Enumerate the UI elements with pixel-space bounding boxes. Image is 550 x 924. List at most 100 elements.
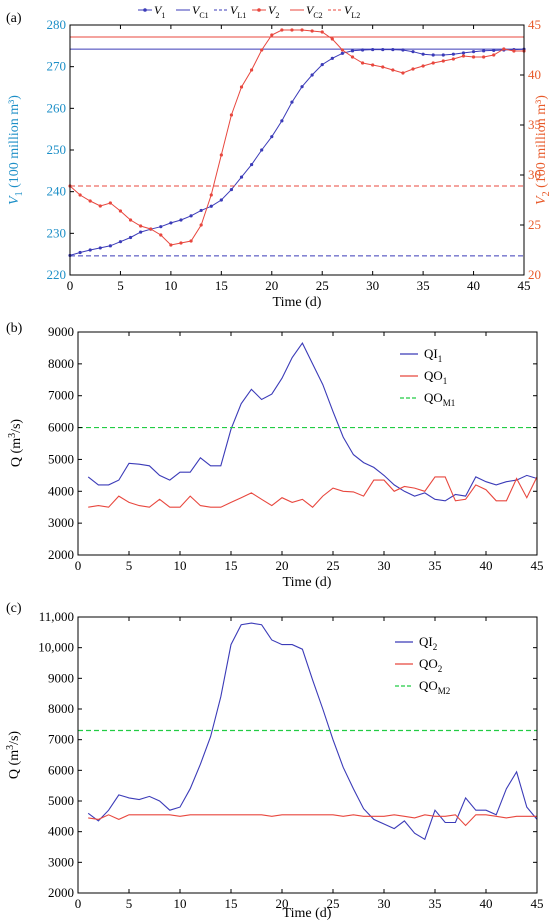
- series-v1-point: [169, 221, 173, 225]
- series-v2-point: [350, 55, 355, 59]
- y-tick-label: 9000: [48, 670, 74, 685]
- x-tick-label: 10: [164, 278, 177, 293]
- series-v1-point: [350, 49, 355, 53]
- series-v1-point: [320, 62, 324, 67]
- series-v2-point: [280, 28, 284, 32]
- legend-entry-vl1: VL1: [230, 3, 246, 20]
- series-v1-point: [139, 230, 143, 234]
- series-v1-point: [270, 135, 274, 139]
- y-right-tick-label: 30: [528, 167, 541, 182]
- legend-entry-qi2: QI2: [419, 634, 437, 652]
- x-tick-label: 40: [467, 278, 480, 293]
- panel-b-xlabel: Time (d): [283, 575, 332, 590]
- series-v1-point: [482, 49, 486, 53]
- x-tick-label: 45: [531, 558, 544, 573]
- x-tick-label: 30: [378, 896, 391, 911]
- x-tick-label: 40: [480, 558, 493, 573]
- x-tick-label: 45: [518, 278, 531, 293]
- x-tick-label: 10: [174, 558, 187, 573]
- y-tick-label: 6000: [48, 762, 74, 777]
- legend-entry-qo2: QO2: [419, 656, 442, 674]
- series-v1-point: [300, 85, 304, 89]
- series-v2-point: [199, 223, 203, 227]
- y-right-tick-label: 35: [528, 117, 541, 132]
- series-v2-point: [179, 241, 183, 245]
- series-v1-point: [209, 204, 213, 208]
- series-v1-point: [179, 218, 183, 222]
- y-tick-label: 8000: [48, 356, 74, 371]
- series-v2-point: [159, 233, 163, 237]
- series-v1-point: [260, 148, 264, 152]
- y-tick-label: 4000: [48, 824, 74, 839]
- panel-b-legend: QI1 QO1 QOM1: [400, 346, 455, 408]
- panel-c-frame: [77, 616, 538, 894]
- x-tick-label: 35: [429, 558, 442, 573]
- series-v2-point: [360, 61, 365, 65]
- legend-marker: [143, 8, 147, 12]
- series-v1-point: [239, 175, 244, 179]
- series-v2-point: [441, 59, 445, 63]
- y-tick-label: 2000: [48, 547, 74, 562]
- series-v2-point: [502, 47, 506, 51]
- series-v2-point: [371, 63, 375, 67]
- series-v1-point: [340, 51, 344, 55]
- series-v1-point: [290, 100, 294, 104]
- series-v1-point: [280, 119, 284, 123]
- x-tick-label: 30: [378, 558, 391, 573]
- panel-b-ylabel: Q (m3/s): [7, 419, 24, 468]
- series-v2-point: [381, 65, 385, 69]
- series-v2-point: [270, 33, 274, 37]
- panel-c-ylabel: Q (m3/s): [5, 731, 22, 780]
- series-v1-point: [250, 162, 254, 167]
- series-v2-point: [461, 54, 466, 58]
- panel-b: (b) 0 5 10 15 20 25 30 35 40 45 2000 3000 4000 5000 60…: [6, 321, 544, 590]
- panel-a-series: [68, 28, 526, 258]
- x-tick-label: 15: [225, 896, 238, 911]
- panel-a-label: (a): [6, 11, 22, 26]
- series-v2-point: [482, 55, 486, 59]
- panel-a-frame: [69, 24, 525, 276]
- panel-b-series: [78, 342, 538, 508]
- legend-entry-qi1: QI1: [424, 346, 442, 364]
- x-tick-label: 35: [429, 896, 442, 911]
- panel-c-legend: QI2 QO2 QOM2: [395, 634, 450, 696]
- series-v2-point: [492, 53, 496, 57]
- panel-c-series: [78, 622, 538, 841]
- legend-entry-vl2: VL2: [344, 3, 360, 20]
- series-v2-point: [330, 37, 334, 41]
- series-v1-point: [310, 73, 314, 77]
- y-right-tick-label: 45: [528, 17, 541, 32]
- y-left-tick-label: 240: [47, 184, 67, 199]
- series-v2-point: [290, 28, 294, 32]
- y-right-tick-label: 20: [528, 267, 541, 282]
- series-v2-point: [471, 55, 476, 59]
- series-v1-point: [229, 187, 234, 192]
- x-tick-label: 45: [531, 896, 544, 911]
- series-v2-point: [139, 224, 143, 228]
- y-tick-label: 3000: [48, 515, 74, 530]
- panel-a-ticks: 0 5 10 15 20 25 30 35 40 45 220 230 240 250 260 270 280 2…: [47, 17, 542, 293]
- legend-entry-v2: V2: [268, 3, 279, 20]
- y-tick-label: 4000: [48, 483, 74, 498]
- y-tick-label: 6000: [48, 420, 74, 435]
- series-v1-point: [441, 53, 445, 57]
- series-v1-point: [88, 248, 92, 252]
- y-tick-label: 7000: [48, 732, 74, 747]
- series-v2-point: [260, 48, 264, 52]
- series-v1-point: [461, 51, 466, 55]
- series-v2-point: [169, 243, 173, 247]
- series-v2-point: [118, 209, 123, 213]
- series-v2-point: [300, 28, 304, 32]
- y-tick-label: 2000: [48, 885, 74, 900]
- y-tick-label: 8000: [48, 701, 74, 716]
- legend-entry-qom1: QOM1: [424, 390, 455, 408]
- x-tick-label: 5: [117, 278, 124, 293]
- x-tick-label: 25: [327, 896, 340, 911]
- legend-entry-qo1: QO1: [424, 368, 447, 386]
- series-v2-point: [108, 201, 112, 205]
- y-left-tick-label: 230: [47, 225, 67, 240]
- series-v1-point: [219, 198, 223, 202]
- y-left-tick-label: 260: [47, 100, 67, 115]
- series-v1-point: [330, 56, 334, 60]
- series-v1-line: [69, 48, 525, 256]
